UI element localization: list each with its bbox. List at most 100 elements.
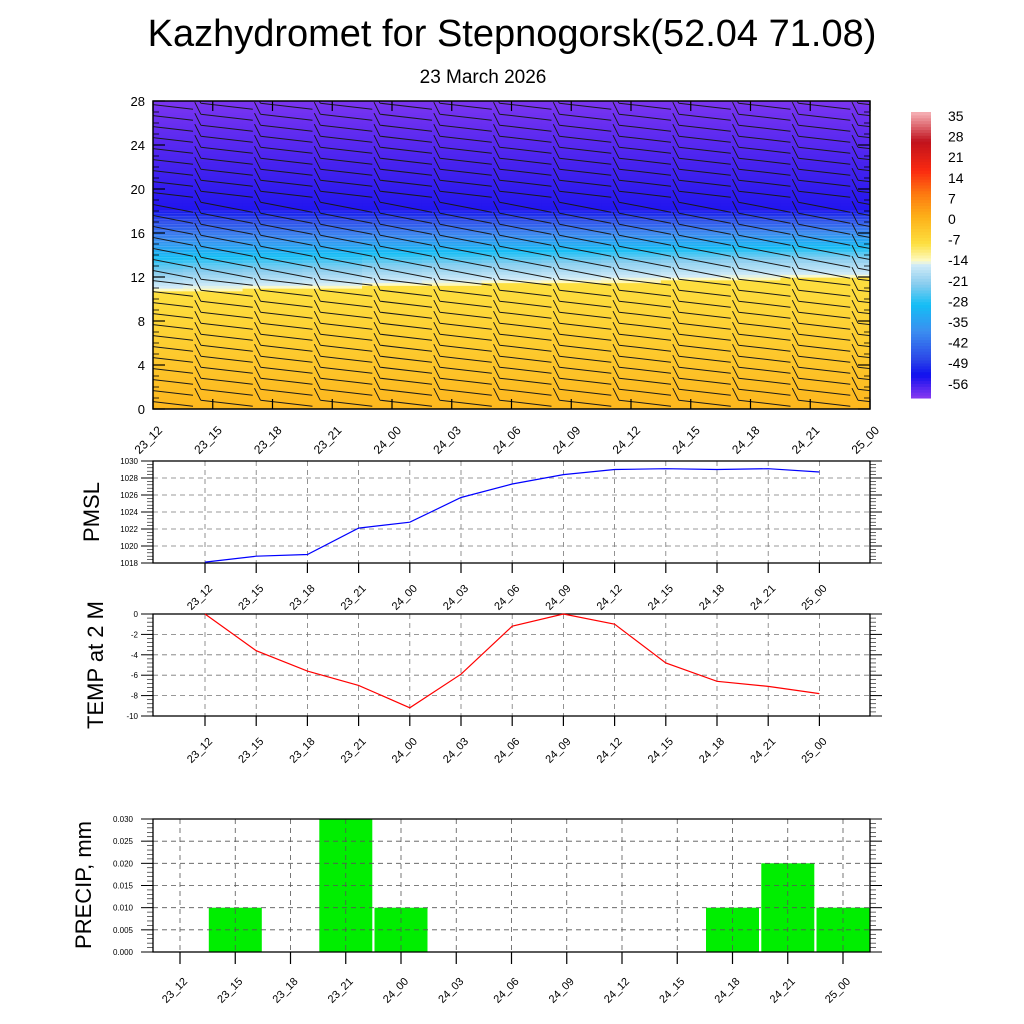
colorbar-label: 7 <box>948 190 956 206</box>
contour-band <box>302 252 364 256</box>
wind-barb <box>153 126 194 132</box>
contour-band <box>840 186 870 190</box>
wind-barb <box>433 211 492 235</box>
wind-barb <box>373 123 433 143</box>
contour-band <box>481 299 543 303</box>
contour-band <box>182 321 244 325</box>
contour-band <box>242 343 304 347</box>
contour-band <box>421 120 483 124</box>
panel-frame <box>152 613 871 717</box>
contour-band <box>840 136 870 141</box>
contour-band <box>660 285 722 289</box>
wind-barb <box>552 376 612 396</box>
contour-band <box>720 318 782 322</box>
contour-band <box>421 271 483 275</box>
contour-band <box>421 180 483 185</box>
contour-band <box>541 197 603 201</box>
contour-band <box>601 321 662 325</box>
wind-barb <box>493 387 552 407</box>
contour-band <box>780 301 842 306</box>
wind-barb <box>732 156 791 176</box>
contour-band <box>660 274 722 278</box>
contour-band <box>153 365 184 369</box>
wind-barb <box>433 233 492 257</box>
contour-band <box>242 387 304 391</box>
contour-band <box>421 373 483 377</box>
contour-band <box>840 266 870 270</box>
contour-band <box>302 200 364 204</box>
contour-band <box>720 189 782 193</box>
contour-band <box>362 216 423 220</box>
wind-barb <box>433 123 492 143</box>
contour-band <box>302 205 364 209</box>
contour-band <box>660 153 722 157</box>
contour-band <box>302 183 364 187</box>
contour-band <box>541 222 603 226</box>
contour-band <box>182 125 244 130</box>
contour-band <box>153 367 184 372</box>
contour-band <box>182 197 244 201</box>
colorbar-segment <box>911 132 931 136</box>
contour-band <box>840 376 870 380</box>
contour-band <box>541 326 603 330</box>
contour-band <box>601 244 662 248</box>
contour-band <box>601 123 662 127</box>
wind-barb <box>493 332 552 352</box>
wind-barb <box>373 101 433 121</box>
colorbar-segment <box>911 138 931 142</box>
contour-band <box>302 345 364 350</box>
contour-band <box>153 136 184 141</box>
wind-barb <box>552 178 612 198</box>
contour-band <box>153 279 184 284</box>
contour-band <box>242 200 304 204</box>
contour-band <box>302 255 364 259</box>
temp-axis-title: TEMP at 2 M <box>83 601 108 729</box>
contour-band <box>840 367 870 372</box>
contour-band <box>601 329 662 333</box>
x-tick-label: 25_00 <box>799 736 829 766</box>
contour-band <box>541 183 603 187</box>
contour-band <box>242 230 304 234</box>
contour-band <box>541 323 603 328</box>
wind-barb <box>493 211 552 235</box>
colorbar-segment <box>911 129 931 133</box>
contour-band <box>302 332 364 336</box>
contour-band <box>541 395 603 399</box>
contour-band <box>242 120 304 124</box>
wind-barb <box>552 156 612 176</box>
contour-band <box>302 290 364 295</box>
wind-barb <box>313 145 373 165</box>
contour-band <box>541 263 603 267</box>
wind-barb <box>254 222 313 246</box>
contour-band <box>660 189 722 193</box>
wind-barb <box>493 376 552 396</box>
contour-band <box>601 200 662 204</box>
contour-band <box>153 312 184 317</box>
wind-barb <box>851 288 870 304</box>
wind-barb <box>153 401 194 407</box>
contour-band <box>481 282 543 286</box>
wind-barb <box>194 354 253 374</box>
contour-band <box>362 230 423 234</box>
contour-band <box>242 175 304 179</box>
contour-band <box>153 406 184 409</box>
contour-band <box>302 222 364 226</box>
contour-band <box>660 373 722 377</box>
wind-barb <box>552 255 612 279</box>
contour-band <box>720 392 782 396</box>
contour-band <box>362 136 423 141</box>
contour-band <box>182 238 244 242</box>
contour-band <box>302 365 364 369</box>
contour-band <box>421 301 483 306</box>
x-tick-label: 24_12 <box>602 976 632 1006</box>
wind-barb <box>153 357 194 363</box>
contour-band <box>780 211 842 215</box>
contour-band <box>362 285 423 289</box>
wind-barb <box>612 189 672 213</box>
contour-band <box>421 340 483 344</box>
contour-band <box>481 274 543 278</box>
contour-band <box>780 395 842 399</box>
contour-band <box>481 392 543 396</box>
contour-band <box>302 285 364 289</box>
x-tick-label: 25_00 <box>799 583 829 613</box>
